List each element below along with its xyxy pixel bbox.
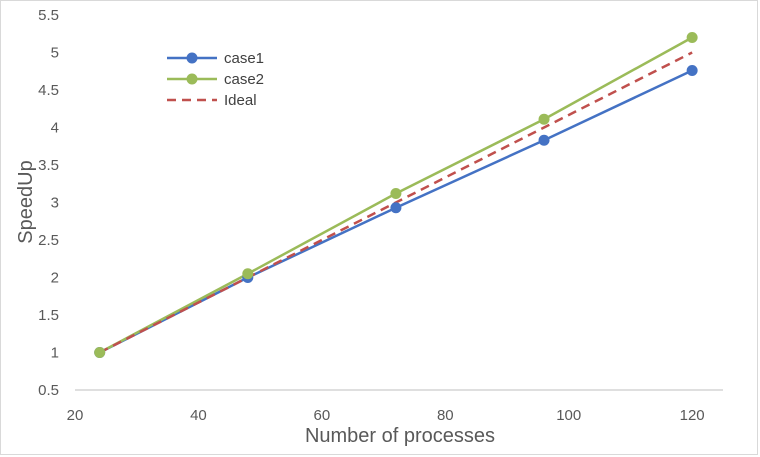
x-tick-label: 80 (437, 407, 454, 424)
y-tick-label: 4 (51, 120, 59, 137)
legend-label-case2: case2 (224, 71, 264, 88)
y-tick-labels: 0.5 1 1.5 2 2.5 3 3.5 4 4.5 5 5.5 (38, 7, 59, 399)
data-point-case2 (538, 113, 550, 125)
y-tick-label: 2 (51, 270, 59, 287)
data-point-case1 (538, 134, 550, 146)
data-point-case1 (686, 65, 698, 76)
x-tick-labels: 20 40 60 80 100 120 (67, 407, 705, 424)
data-point-case2 (242, 268, 254, 280)
y-axis-title: SpeedUp (15, 160, 37, 243)
y-tick-label: 1 (51, 345, 59, 362)
data-point-case2 (686, 32, 698, 43)
y-tick-label: 0.5 (38, 382, 59, 399)
x-tick-label: 100 (556, 407, 581, 424)
x-tick-label: 40 (190, 407, 207, 424)
y-tick-label: 2.5 (38, 232, 59, 249)
x-tick-label: 60 (314, 407, 331, 424)
y-tick-label: 4.5 (38, 82, 59, 99)
data-point-case2 (390, 188, 402, 199)
x-tick-label: 20 (67, 407, 84, 424)
x-tick-label: 120 (680, 407, 705, 424)
y-tick-label: 3 (51, 195, 59, 212)
data-point-case2 (94, 347, 106, 358)
y-tick-label: 1.5 (38, 307, 59, 324)
legend-label-case1: case1 (224, 50, 264, 67)
y-tick-label: 5.5 (38, 7, 59, 24)
series-markers (94, 32, 698, 358)
legend-label-ideal: Ideal (224, 92, 257, 109)
legend-marker-case2 (186, 73, 198, 85)
legend: case1 case2 Ideal (167, 50, 264, 109)
y-tick-label: 5 (51, 45, 59, 62)
x-axis-title: Number of processes (305, 425, 495, 447)
legend-marker-case1 (186, 52, 198, 64)
data-point-case1 (390, 202, 402, 214)
y-tick-label: 3.5 (38, 157, 59, 174)
